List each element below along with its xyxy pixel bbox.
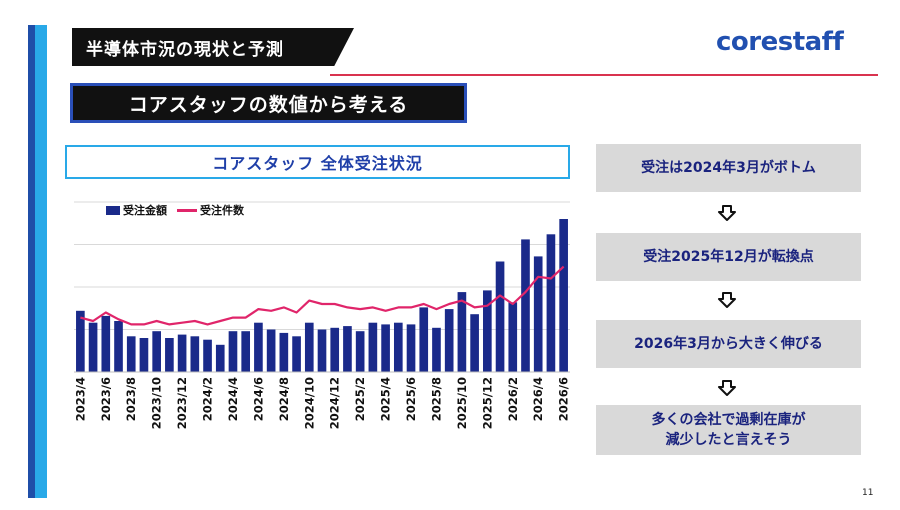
- bar-2025/7: [419, 307, 429, 372]
- bar-2024/1: [190, 336, 200, 372]
- x-tick-label: 2024/8: [277, 377, 291, 421]
- x-tick-label: 2025/2: [353, 377, 367, 421]
- bar-2024/8: [279, 332, 289, 372]
- x-tick-label: 2026/4: [531, 377, 545, 421]
- x-tick-label: 2025/4: [379, 377, 393, 421]
- bar-2023/10: [152, 331, 161, 372]
- chart-legend: 受注金額 受注件数: [106, 202, 244, 218]
- down-arrow-icon: [718, 380, 736, 396]
- bar-2023/8: [126, 336, 136, 372]
- bar-2025/8: [432, 327, 441, 372]
- legend-item-count: 受注件数: [200, 204, 244, 217]
- bar-2025/3: [368, 322, 378, 372]
- header-divider: [330, 74, 878, 76]
- left-accent-bar-light: [35, 25, 47, 498]
- x-tick-label: 2024/10: [302, 377, 316, 429]
- bar-2023/12: [177, 334, 187, 372]
- bar-2025/9: [444, 309, 454, 372]
- bar-2023/5: [88, 322, 98, 372]
- bar-2024/11: [317, 329, 327, 372]
- bar-2025/11: [470, 314, 479, 372]
- step-box-2: 受注2025年12月が転換点: [596, 233, 861, 281]
- header-title-box: 半導体市況の現状と予測: [72, 28, 354, 66]
- bar-2026/5: [546, 234, 556, 372]
- bar-2025/1: [343, 326, 352, 372]
- bar-2023/11: [165, 338, 174, 372]
- step-box-3: 2026年3月から大きく伸びる: [596, 320, 861, 368]
- x-tick-label: 2023/4: [73, 377, 87, 421]
- header-title: 半導体市況の現状と予測: [86, 39, 284, 60]
- x-tick-label: 2024/2: [201, 377, 215, 421]
- legend-bar-swatch: [106, 205, 120, 215]
- step-box-1: 受注は2024年3月がボトム: [596, 144, 861, 192]
- step-box-4: 多くの会社で過剰在庫が 減少したと言えそう: [596, 405, 861, 455]
- order-chart: 2023/4 2023/6 2023/8 2023/10 2023/12 2024/2 20…: [73, 201, 571, 429]
- legend-item-amount: 受注金額: [123, 204, 167, 217]
- x-tick-label: 2025/10: [455, 377, 469, 429]
- x-tick-label: 2026/6: [557, 377, 571, 421]
- down-arrow-icon: [718, 292, 736, 308]
- left-accent-bar-dark: [28, 25, 35, 498]
- bar-2026/4: [533, 256, 543, 372]
- x-tick-label: 2025/12: [480, 377, 494, 429]
- bar-2023/9: [139, 338, 149, 372]
- bar-2026/3: [521, 239, 530, 372]
- corestaff-logo: corestaff: [716, 27, 844, 57]
- subtitle: コアスタッフの数値から考える: [128, 93, 409, 116]
- bar-2026/2: [508, 302, 518, 372]
- subtitle-box: コアスタッフの数値から考える: [70, 83, 467, 123]
- bar-2024/5: [241, 331, 251, 372]
- x-tick-label: 2025/6: [404, 377, 418, 421]
- bar-2026/1: [495, 261, 505, 372]
- x-tick-label: 2023/6: [99, 377, 113, 421]
- page-number: 11: [862, 488, 874, 498]
- bar-2023/6: [101, 315, 111, 372]
- bar-2025/4: [381, 324, 390, 372]
- bar-2025/5: [393, 322, 403, 372]
- bar-2023/7: [114, 321, 123, 372]
- x-tick-label: 2024/6: [251, 377, 265, 421]
- bar-2024/2: [203, 339, 212, 372]
- down-arrow-icon: [718, 205, 736, 221]
- x-tick-label: 2023/8: [124, 377, 138, 421]
- x-tick-label: 2024/4: [226, 377, 240, 421]
- bar-2026/6: [559, 219, 568, 372]
- bar-2025/2: [355, 331, 365, 372]
- bar-2025/10: [457, 292, 467, 372]
- bar-2025/6: [406, 324, 416, 372]
- x-tick-label: 2023/10: [150, 377, 164, 429]
- bar-2024/7: [266, 329, 276, 372]
- bar-2024/3: [215, 344, 225, 372]
- x-tick-label: 2024/12: [328, 377, 342, 429]
- bar-2025/12: [483, 290, 492, 372]
- bar-2024/10: [304, 322, 314, 372]
- chart-title: コアスタッフ 全体受注状況: [212, 154, 423, 173]
- legend-line-swatch: [177, 208, 197, 212]
- bar-2024/6: [254, 322, 263, 372]
- chart-title-box: コアスタッフ 全体受注状況: [65, 145, 570, 179]
- bar-2024/4: [228, 331, 238, 372]
- bar-2024/9: [292, 336, 301, 372]
- bar-2024/12: [330, 327, 340, 372]
- x-tick-label: 2026/2: [506, 377, 520, 421]
- x-tick-label: 2025/8: [429, 377, 443, 421]
- x-tick-label: 2023/12: [175, 377, 189, 429]
- bar-2023/4: [76, 310, 85, 372]
